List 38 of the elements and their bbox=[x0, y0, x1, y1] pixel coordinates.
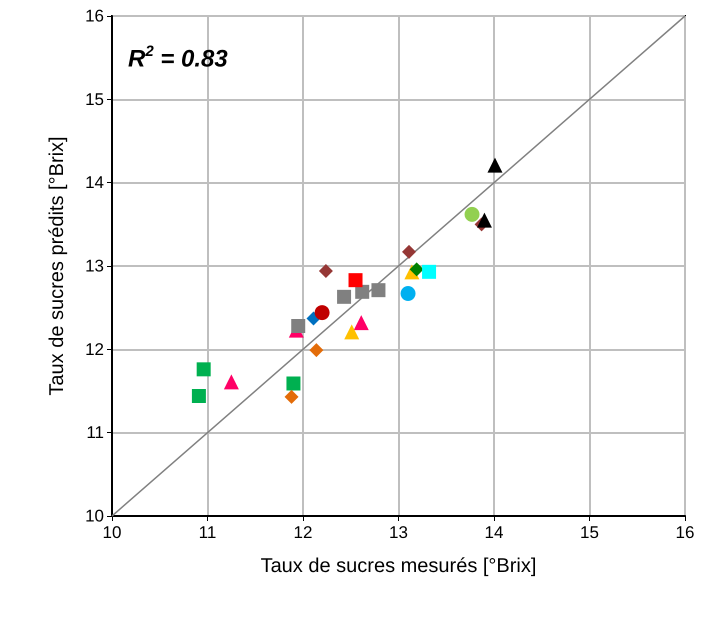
y-tick-label: 13 bbox=[85, 256, 104, 276]
point bbox=[422, 264, 436, 279]
y-tick-label: 12 bbox=[85, 340, 104, 359]
point bbox=[355, 284, 370, 299]
point bbox=[192, 389, 206, 403]
point bbox=[410, 262, 424, 276]
x-tick-label: 13 bbox=[389, 523, 408, 542]
point bbox=[371, 283, 386, 298]
x-tick-label: 16 bbox=[676, 523, 694, 542]
y-axis-title: Taux de sucres prédits [°Brix] bbox=[46, 136, 68, 396]
point bbox=[284, 390, 299, 404]
y-tick-label: 10 bbox=[85, 506, 104, 526]
point bbox=[487, 158, 502, 173]
point bbox=[464, 206, 480, 222]
x-tick-label: 11 bbox=[198, 523, 216, 542]
point bbox=[318, 264, 333, 278]
point bbox=[400, 286, 416, 301]
y-tick-label: 11 bbox=[86, 423, 104, 442]
point bbox=[291, 319, 306, 333]
x-tick-label: 10 bbox=[102, 523, 122, 542]
point bbox=[224, 374, 239, 390]
point bbox=[314, 305, 330, 320]
point bbox=[196, 362, 211, 376]
point bbox=[344, 324, 360, 340]
y-tick-label: 14 bbox=[85, 173, 104, 192]
x-axis-title: Taux de sucres mesurés [°Brix] bbox=[260, 555, 536, 577]
point bbox=[476, 212, 492, 228]
point bbox=[337, 290, 352, 304]
y-tick-label: 15 bbox=[85, 90, 104, 109]
x-tick-label: 15 bbox=[580, 523, 599, 542]
y-tick-label: 16 bbox=[85, 6, 104, 26]
point bbox=[348, 273, 363, 288]
point bbox=[354, 315, 369, 330]
x-tick-label: 14 bbox=[484, 523, 504, 542]
point bbox=[286, 376, 300, 390]
point bbox=[402, 244, 416, 259]
point bbox=[309, 343, 324, 358]
x-tick-label: 12 bbox=[294, 523, 312, 542]
